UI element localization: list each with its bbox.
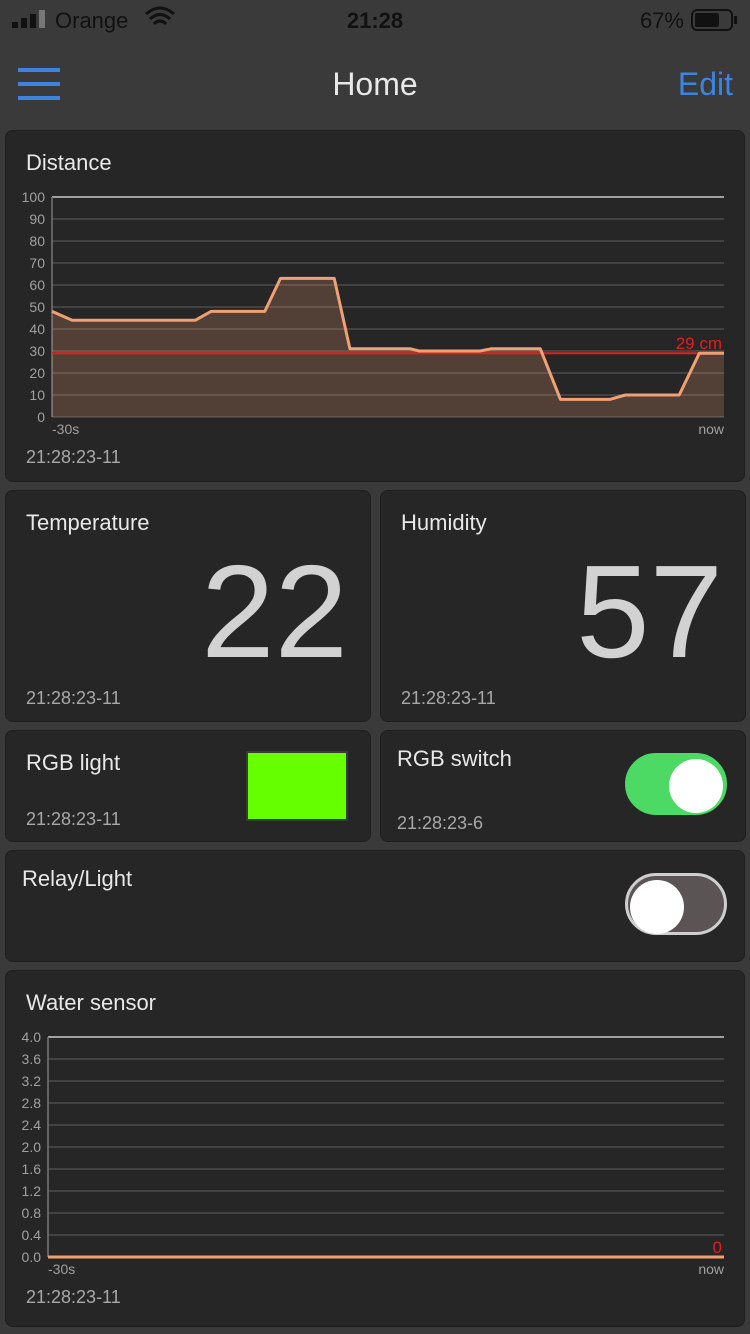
clock: 21:28	[346, 8, 404, 33]
humidity-card[interactable]: Humidity 57 21:28:23-11	[380, 490, 746, 722]
timestamp: 21:28:23-11	[26, 1287, 121, 1307]
card-title: Temperature	[26, 510, 150, 535]
water-sensor-card[interactable]: Water sensor 21:28:23-11	[5, 970, 745, 1327]
relay-card[interactable]: Relay/Light	[5, 850, 745, 962]
distance-card[interactable]: Distance 21:28:23-11	[5, 130, 745, 482]
toggle-knob	[630, 880, 684, 934]
reading: 57	[576, 538, 723, 685]
rgb-light-card[interactable]: RGB light 21:28:23-11	[5, 730, 371, 842]
card-title: Water sensor	[26, 990, 157, 1015]
reading: 22	[201, 538, 348, 685]
toggle-switch[interactable]	[625, 873, 727, 935]
color-swatch[interactable]	[246, 751, 348, 821]
temperature-card[interactable]: Temperature 22 21:28:23-11	[5, 490, 371, 722]
card-title: Relay/Light	[22, 866, 133, 891]
timestamp: 21:28:23-6	[397, 813, 484, 833]
timestamp: 21:28:23-11	[26, 688, 121, 708]
toggle-switch[interactable]	[625, 753, 727, 815]
rgb-switch-card[interactable]: RGB switch 21:28:23-6	[380, 730, 746, 842]
card-title: RGB switch	[397, 746, 512, 771]
timestamp: 21:28:23-11	[26, 809, 121, 829]
battery-level: 67%	[639, 8, 684, 33]
status-icons	[12, 6, 737, 31]
menu-button[interactable]	[18, 66, 62, 102]
toggle-knob	[669, 759, 723, 813]
edit-button[interactable]: Edit	[677, 66, 733, 102]
card-title: Distance	[26, 150, 112, 175]
card-title: Humidity	[401, 510, 487, 535]
timestamp: 21:28:23-11	[401, 688, 496, 708]
card-title: RGB light	[26, 750, 121, 775]
carrier: Orange	[55, 8, 129, 33]
nav-title: Home	[332, 66, 418, 102]
timestamp: 21:28:23-11	[26, 447, 121, 467]
